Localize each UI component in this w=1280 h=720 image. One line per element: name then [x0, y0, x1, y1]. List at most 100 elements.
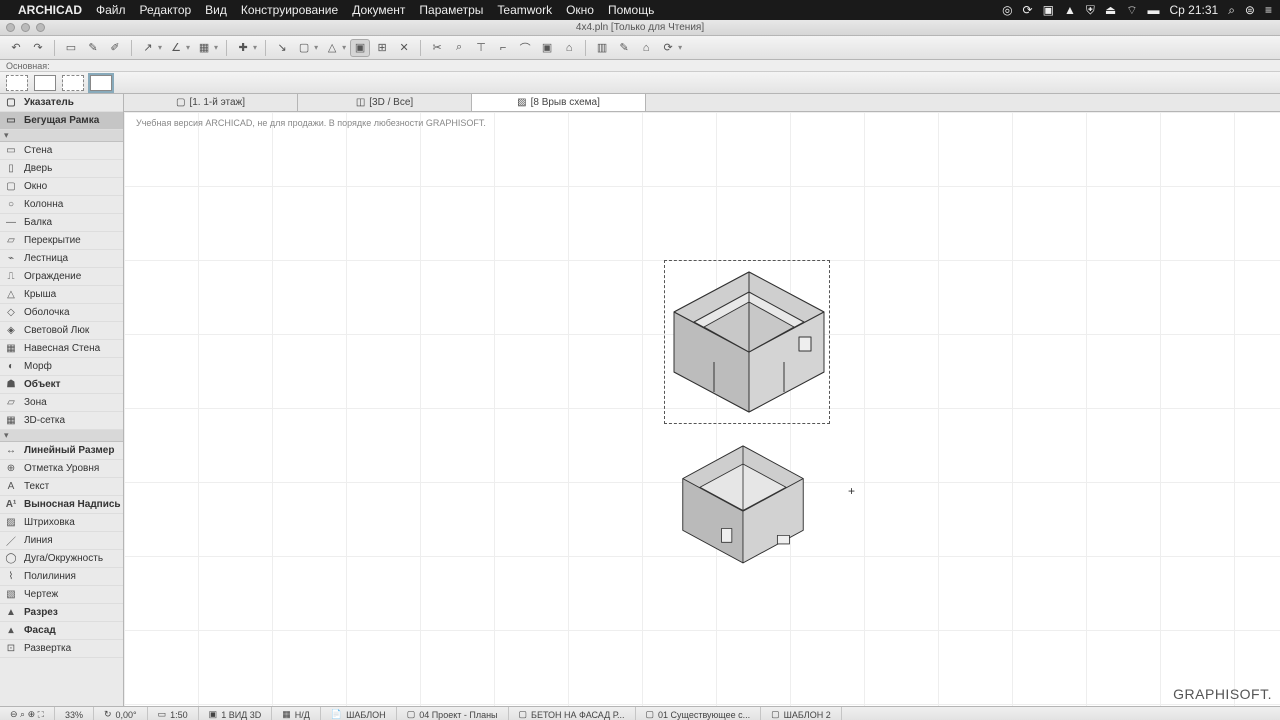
- sidebar-tool[interactable]: ▭Стена: [0, 142, 123, 160]
- sidebar-tool[interactable]: ⎍Ограждение: [0, 268, 123, 286]
- marquee-option[interactable]: [90, 75, 112, 91]
- tool-button[interactable]: ⌐: [493, 39, 513, 57]
- tool-button[interactable]: ⊤: [471, 39, 491, 57]
- building-model-top[interactable]: [664, 262, 834, 432]
- layerset[interactable]: 📄 ШАБЛОН: [321, 707, 397, 720]
- sidebar-divider[interactable]: ▾: [0, 430, 123, 442]
- tool-button[interactable]: ▣: [537, 39, 557, 57]
- marquee-option[interactable]: [62, 75, 84, 91]
- tool-button[interactable]: ✂: [427, 39, 447, 57]
- menu-document[interactable]: Документ: [352, 3, 405, 17]
- undo-button[interactable]: ↶: [6, 39, 26, 57]
- tool-button[interactable]: ▭: [61, 39, 81, 57]
- sidebar-tool[interactable]: ⌇Полилиния: [0, 568, 123, 586]
- tool-button[interactable]: ↘: [272, 39, 292, 57]
- sidebar-tool[interactable]: ↔Линейный Размер: [0, 442, 123, 460]
- sidebar-tool[interactable]: ◇Оболочка: [0, 304, 123, 322]
- status-seg[interactable]: ▢ БЕТОН НА ФАСАД Р...: [509, 707, 636, 720]
- menu-teamwork[interactable]: Teamwork: [497, 3, 552, 17]
- sidebar-divider[interactable]: ▾: [0, 130, 123, 142]
- sidebar-tool[interactable]: ▢Окно: [0, 178, 123, 196]
- tool-button[interactable]: ⟳: [658, 39, 678, 57]
- tool-button[interactable]: △: [322, 39, 342, 57]
- building-model-bottom[interactable]: [670, 434, 816, 580]
- status-na[interactable]: ▦ Н/Д: [272, 707, 321, 720]
- sidebar-tool[interactable]: ▴Фасад: [0, 622, 123, 640]
- sidebar-tool[interactable]: ▢Указатель: [0, 94, 123, 112]
- zoom-value[interactable]: 33%: [55, 707, 94, 720]
- tool-button[interactable]: ⌂: [559, 39, 579, 57]
- search-icon[interactable]: ⌕: [1228, 3, 1235, 18]
- control-center-icon[interactable]: ⊜: [1245, 3, 1255, 17]
- tool-button[interactable]: ✎: [614, 39, 634, 57]
- status-seg[interactable]: ▢ ШАБЛОН 2: [761, 707, 842, 720]
- status-icon[interactable]: ▲: [1064, 3, 1076, 17]
- scale-value[interactable]: ▭ 1:50: [148, 707, 199, 720]
- menu-design[interactable]: Конструирование: [241, 3, 338, 17]
- shield-icon[interactable]: ⛨: [1086, 3, 1095, 18]
- status-seg[interactable]: ▢ 01 Существующее с...: [636, 707, 762, 720]
- menu-icon[interactable]: ≡: [1265, 3, 1272, 17]
- traffic-lights[interactable]: [6, 23, 45, 32]
- sidebar-tool[interactable]: ▦3D-сетка: [0, 412, 123, 430]
- marquee-option[interactable]: [34, 75, 56, 91]
- app-name[interactable]: ARCHICAD: [18, 3, 82, 17]
- sidebar-tool[interactable]: AТекст: [0, 478, 123, 496]
- tab-3d[interactable]: ◫[3D / Все]: [298, 94, 472, 111]
- drawing-canvas[interactable]: Учебная версия ARCHICAD, не для продажи.…: [124, 112, 1280, 706]
- zoom-controls[interactable]: ⊖ ⌕ ⊕ ⛶: [0, 707, 55, 720]
- status-icon[interactable]: ⏏: [1105, 3, 1116, 17]
- status-icon[interactable]: ◎: [1002, 3, 1012, 17]
- menu-help[interactable]: Помощь: [608, 3, 654, 17]
- tool-button[interactable]: ✐: [105, 39, 125, 57]
- sidebar-tool[interactable]: ◈Световой Люк: [0, 322, 123, 340]
- tool-button[interactable]: ▣: [350, 39, 370, 57]
- sidebar-tool[interactable]: ▦Навесная Стена: [0, 340, 123, 358]
- tool-button[interactable]: ✎: [83, 39, 103, 57]
- tool-button[interactable]: ⌂: [636, 39, 656, 57]
- sidebar-tool[interactable]: ▲Разрез: [0, 604, 123, 622]
- view-name[interactable]: ▣ 1 ВИД 3D: [199, 707, 273, 720]
- tool-button[interactable]: ▥: [592, 39, 612, 57]
- tool-button[interactable]: ▢: [294, 39, 314, 57]
- sidebar-tool[interactable]: ⌁Лестница: [0, 250, 123, 268]
- sidebar-tool[interactable]: ◐Морф: [0, 358, 123, 376]
- tab-exploded[interactable]: ▨[8 Врыв схема]: [472, 94, 646, 111]
- menu-window[interactable]: Окно: [566, 3, 594, 17]
- tab-floor[interactable]: ▢[1. 1-й этаж]: [124, 94, 298, 111]
- sidebar-tool[interactable]: ⊕Отметка Уровня: [0, 460, 123, 478]
- menu-view[interactable]: Вид: [205, 3, 227, 17]
- clock[interactable]: Ср 21:31: [1169, 3, 1218, 17]
- status-icon[interactable]: ⟳: [1023, 3, 1033, 17]
- sidebar-tool[interactable]: ／Линия: [0, 532, 123, 550]
- sidebar-tool[interactable]: ▱Перекрытие: [0, 232, 123, 250]
- sidebar-tool[interactable]: ▯Дверь: [0, 160, 123, 178]
- tool-button[interactable]: ∠: [166, 39, 186, 57]
- sidebar-tool[interactable]: ⊡Развертка: [0, 640, 123, 658]
- sidebar-tool[interactable]: A¹Выносная Надпись: [0, 496, 123, 514]
- flag-icon[interactable]: ▬: [1147, 3, 1159, 17]
- status-icon[interactable]: ▣: [1043, 3, 1054, 17]
- menu-edit[interactable]: Редактор: [140, 3, 192, 17]
- menu-options[interactable]: Параметры: [419, 3, 483, 17]
- sidebar-tool[interactable]: ▭Бегущая Рамка: [0, 112, 123, 130]
- status-seg[interactable]: ▢ 04 Проект - Планы: [397, 707, 509, 720]
- sidebar-tool[interactable]: ▧Чертеж: [0, 586, 123, 604]
- sidebar-tool[interactable]: △Крыша: [0, 286, 123, 304]
- sidebar-tool[interactable]: ▨Штриховка: [0, 514, 123, 532]
- tool-button[interactable]: ⊞: [372, 39, 392, 57]
- tool-button[interactable]: ▦: [194, 39, 214, 57]
- sidebar-tool[interactable]: —Балка: [0, 214, 123, 232]
- tool-button[interactable]: ✚: [233, 39, 253, 57]
- sidebar-tool[interactable]: ☗Объект: [0, 376, 123, 394]
- tool-button[interactable]: ✕: [394, 39, 414, 57]
- sidebar-tool[interactable]: ▱Зона: [0, 394, 123, 412]
- wifi-icon[interactable]: ⌔: [1126, 3, 1137, 18]
- tool-button[interactable]: ⌒: [515, 39, 535, 57]
- tool-button[interactable]: ⌕: [449, 39, 469, 57]
- menu-file[interactable]: Файл: [96, 3, 126, 17]
- marquee-option[interactable]: [6, 75, 28, 91]
- sidebar-tool[interactable]: ○Колонна: [0, 196, 123, 214]
- sidebar-tool[interactable]: ◯Дуга/Окружность: [0, 550, 123, 568]
- redo-button[interactable]: ↷: [28, 39, 48, 57]
